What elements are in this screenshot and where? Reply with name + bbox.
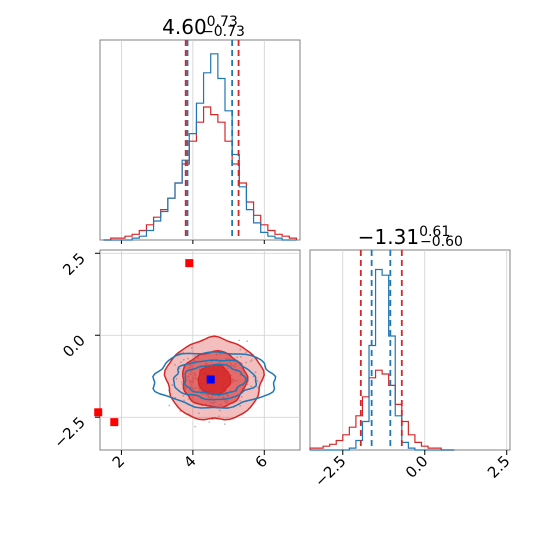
histogram-blue-param2: [310, 268, 455, 451]
scatter-point: [223, 423, 226, 426]
scatter-point: [175, 377, 178, 380]
scatter-point: [239, 404, 242, 407]
tick-label: 2.5: [59, 249, 89, 279]
y-tick-labels-param2: −2.5 0.0 2.5: [50, 249, 100, 452]
marker-blue: [206, 375, 215, 384]
scatter-point: [250, 385, 253, 388]
scatter-point: [240, 395, 243, 398]
scatter-point: [218, 415, 221, 418]
histogram-red-param1: [103, 106, 298, 241]
grid: [120, 40, 265, 244]
contour-blue: [184, 363, 248, 396]
marker-red: [185, 259, 194, 268]
x-tick-labels-param1: 2 4 6: [109, 450, 271, 472]
scatter-point: [178, 367, 181, 370]
scatter-point: [246, 383, 249, 386]
contour-blue: [172, 359, 258, 401]
tick-label: 2: [109, 452, 128, 471]
quantile-lines: [359, 250, 403, 450]
histogram-blue-param1: [103, 53, 297, 241]
title-minus-param1: −0.73: [202, 24, 245, 40]
tick-label: 6: [252, 452, 271, 471]
scatter-point: [197, 412, 200, 415]
histogram-red-param2: [309, 369, 455, 451]
scatter-point: [208, 421, 211, 424]
scatter-point: [256, 379, 259, 382]
tick-label: 4: [180, 452, 199, 471]
panel-2d: 2 4 6 −2.5 0.0 2.5: [50, 249, 301, 472]
scatter-point: [194, 425, 197, 428]
title-param1: 4.600.73: [162, 14, 238, 39]
title-plus-param1: 0.73: [207, 14, 238, 30]
scatter-point: [249, 360, 252, 363]
panel-hist-param2: −2.5 0.0 2.5 −1.310.61 −0.60: [309, 224, 514, 491]
title-param2: −1.310.61: [358, 224, 450, 249]
scatter-point: [180, 361, 182, 364]
scatter-point: [238, 339, 241, 342]
x-tick-labels-param2: −2.5 0.0 2.5: [311, 450, 514, 491]
scatter-point: [173, 363, 176, 366]
scatter-point: [193, 354, 196, 357]
quantile-lines: [184, 40, 240, 240]
tick-label: 2.5: [484, 452, 514, 482]
scatter-point: [239, 355, 242, 358]
scatter-point: [182, 358, 185, 361]
tick-label: −2.5: [311, 452, 349, 490]
scatter-point: [236, 356, 239, 359]
scatter-point: [239, 348, 242, 351]
scatter-point: [190, 347, 193, 349]
tick-label: 0.0: [402, 452, 432, 482]
markers: [94, 259, 215, 427]
marker-red: [94, 408, 103, 417]
panel-frame: [99, 249, 301, 451]
scatter-point: [187, 357, 189, 360]
tick-label: 0.0: [59, 331, 89, 361]
scatter-point: [251, 359, 253, 361]
panel-hist-param1: 4.600.73 −0.73: [99, 14, 301, 244]
scatter-point: [239, 399, 242, 402]
scatter-point: [252, 375, 255, 378]
title-plus-param2: 0.61: [419, 224, 450, 240]
panel-frame: [309, 249, 511, 451]
scatter-point: [180, 381, 183, 383]
scatter-point: [171, 384, 174, 386]
grid: [342, 250, 508, 450]
scatter-point: [254, 371, 257, 374]
contours-blue: [152, 350, 277, 409]
scatter-point: [187, 398, 190, 400]
scatter-point: [218, 409, 221, 412]
scatter-point: [183, 399, 185, 402]
title-minus-param2: −0.60: [420, 234, 463, 250]
scatter-point: [182, 394, 185, 397]
scatter-point: [245, 351, 248, 354]
panel-frame: [99, 39, 301, 241]
contour-blue: [152, 350, 277, 409]
scatter-point: [246, 340, 249, 343]
scatter-point: [245, 361, 248, 364]
marker-red: [110, 418, 119, 427]
scatter-point: [168, 404, 171, 407]
tick-label: −2.5: [50, 413, 88, 451]
